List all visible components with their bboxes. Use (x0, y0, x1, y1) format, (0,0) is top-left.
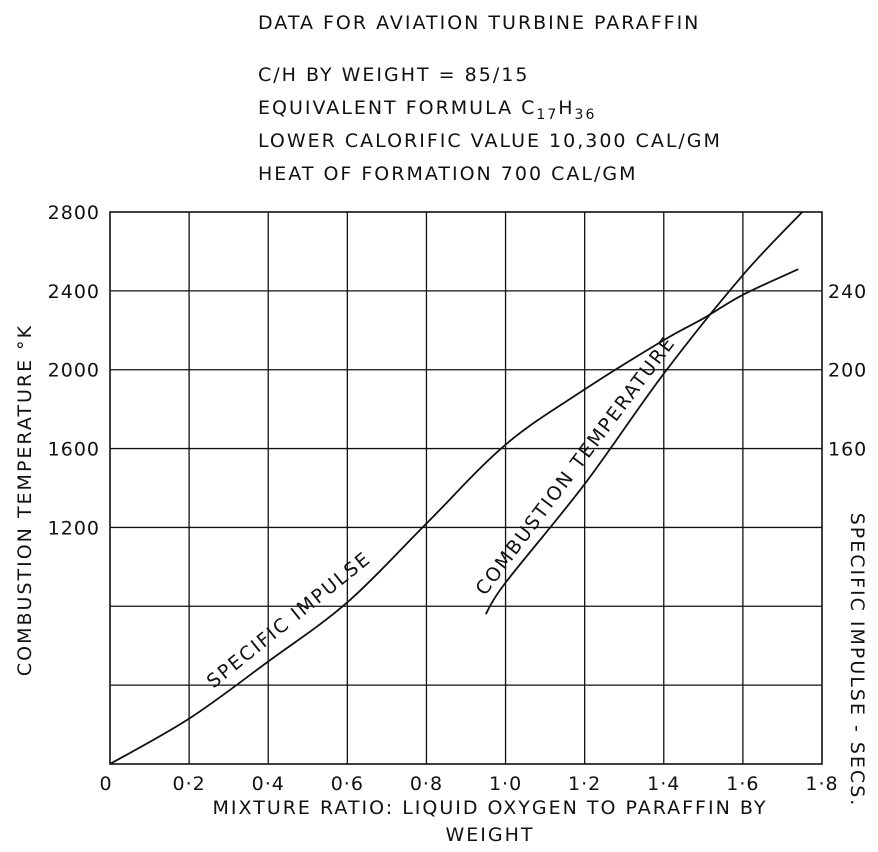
x-tick-label: 1·2 (568, 773, 601, 795)
y-tick-label: 2400 (48, 281, 100, 303)
series-label-specific-impulse: SPECIFIC IMPULSE (203, 547, 376, 692)
x-tick-label: 1·0 (489, 773, 522, 795)
grid-lines (110, 212, 822, 764)
y-tick-label: 1200 (48, 517, 100, 539)
formula-sub-hydrogen: 36 (574, 106, 597, 123)
y2-tick-label: 200 (828, 360, 867, 382)
x-tick-label: 0·6 (331, 773, 364, 795)
formula-sub-carbon: 17 (536, 106, 559, 123)
chart-title: DATA FOR AVIATION TURBINE PARAFFIN (258, 12, 701, 34)
x-axis-label: MIXTURE RATIO: LIQUID OXYGEN TO PARAFFIN… (213, 797, 768, 846)
y2-axis-label: SPECIFIC IMPULSE - SECS. (846, 513, 868, 808)
y2-tick-label: 240 (828, 281, 867, 303)
x-tick-label: 1·4 (647, 773, 680, 795)
calorific-value-line: LOWER CALORIFIC VALUE 10,300 CAL/GM (258, 130, 722, 152)
x-tick-label: 1·8 (805, 773, 838, 795)
x-axis-label-line2: WEIGHT (445, 824, 534, 846)
x-tick-label: 1·6 (726, 773, 759, 795)
series-line-specific-impulse (109, 268, 799, 765)
y-tick-label: 1600 (48, 439, 100, 461)
series-label-combustion-temperature: COMBUSTION TEMPERATURE (471, 332, 680, 600)
x-tick-labels: 0 0·2 0·4 0·6 0·8 1·0 1·2 1·4 1·6 1·8 (99, 773, 838, 795)
y-tick-labels: 2800 2400 2000 1600 1200 (48, 202, 100, 539)
y-tick-label: 2800 (48, 202, 100, 224)
x-tick-label: 0·4 (252, 773, 285, 795)
series-line-combustion-temperature (485, 211, 803, 615)
y2-tick-label: 160 (828, 439, 867, 461)
heat-of-formation-line: HEAT OF FORMATION 700 CAL/GM (258, 163, 638, 185)
x-tick-label: 0·8 (410, 773, 443, 795)
formula-line: EQUIVALENT FORMULA C17H36 (258, 97, 596, 123)
y2-tick-labels: 240 200 160 (828, 281, 867, 461)
formula-hydrogen: H (558, 97, 575, 119)
ch-ratio-line: C/H BY WEIGHT = 85/15 (258, 64, 530, 86)
plot-frame (109, 211, 823, 765)
formula-prefix: EQUIVALENT FORMULA C (258, 97, 537, 119)
y-tick-label: 2000 (48, 360, 100, 382)
x-tick-label: 0 (99, 773, 112, 795)
y-axis-label: COMBUSTION TEMPERATURE °K (14, 324, 36, 676)
x-tick-label: 0·2 (173, 773, 206, 795)
series-lines (109, 211, 803, 765)
x-axis-label-line1: MIXTURE RATIO: LIQUID OXYGEN TO PARAFFIN… (213, 797, 768, 819)
